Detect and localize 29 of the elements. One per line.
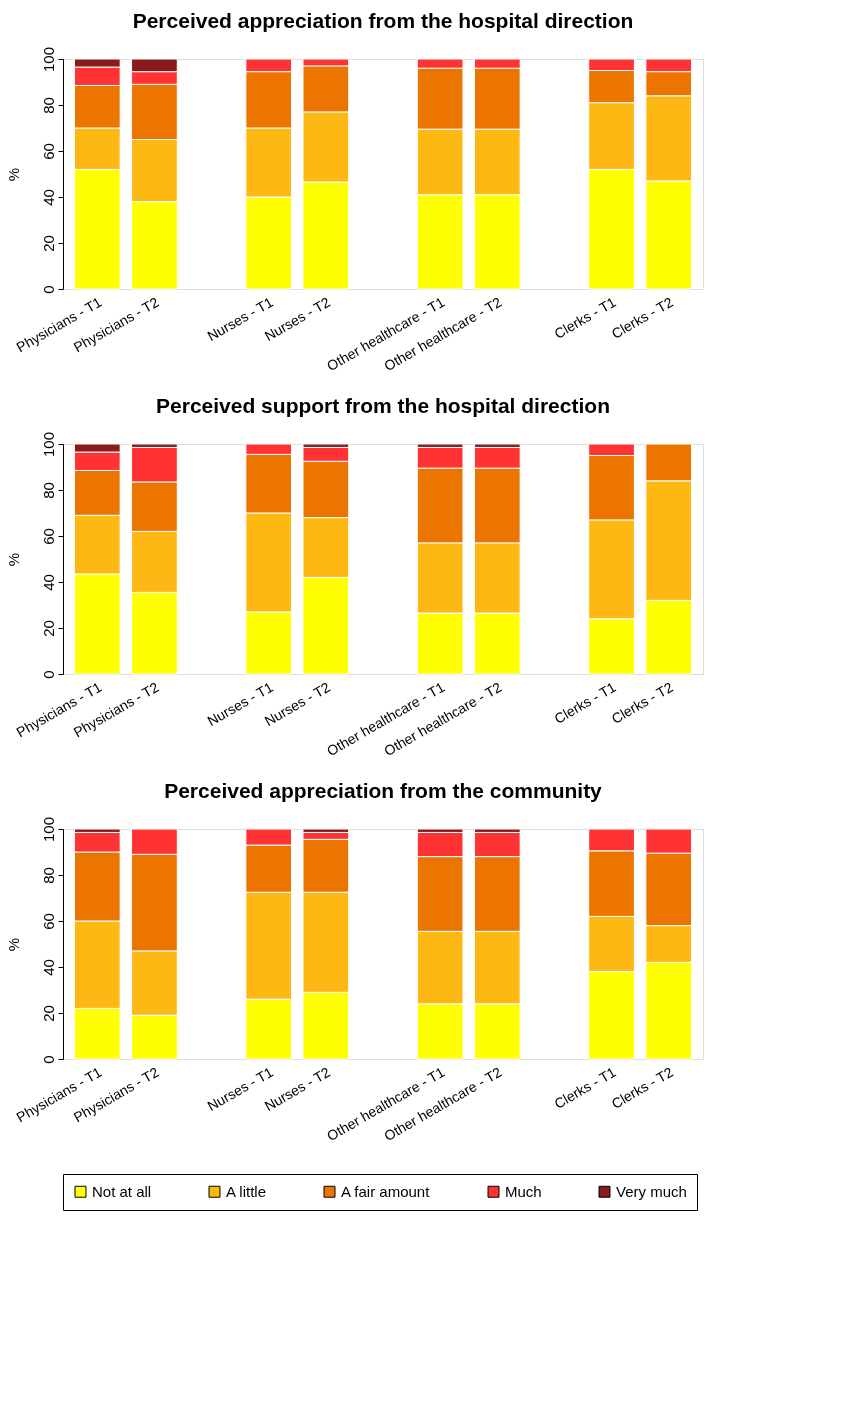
y-tick-label: 0 [39,285,57,294]
y-tick-label: 80 [39,482,57,499]
y-tick-label: 60 [39,143,57,160]
legend-label: A fair amount [341,1182,431,1200]
y-tick-label: 100 [39,431,57,458]
y-tick-label: 40 [39,959,57,976]
y-tick-label: 80 [39,867,57,884]
y-tick-label: 40 [39,189,57,206]
legend-label: Much [505,1182,542,1200]
y-tick-label: 0 [39,1055,57,1064]
y-tick-label: 60 [39,528,57,545]
y-axis-title: % [4,552,22,567]
y-tick-label: 80 [39,97,57,114]
chart-title: Perceived appreciation from the community [164,779,603,803]
y-tick-label: 20 [39,235,57,252]
y-tick-label: 100 [39,816,57,843]
y-axis-title: % [4,167,22,182]
legend-label: Not at all [92,1182,152,1200]
y-tick-label: 40 [39,574,57,591]
legend-label: Very much [616,1182,687,1200]
chart-title: Perceived support from the hospital direction [156,394,610,418]
y-tick-label: 0 [39,670,57,679]
y-tick-label: 60 [39,913,57,930]
y-tick-label: 20 [39,1005,57,1022]
y-tick-label: 100 [39,46,57,73]
y-tick-label: 20 [39,620,57,637]
legend-label: A little [226,1182,267,1200]
y-axis-title: % [4,937,22,952]
chart-title: Perceived appreciation from the hospital direction [132,9,634,33]
